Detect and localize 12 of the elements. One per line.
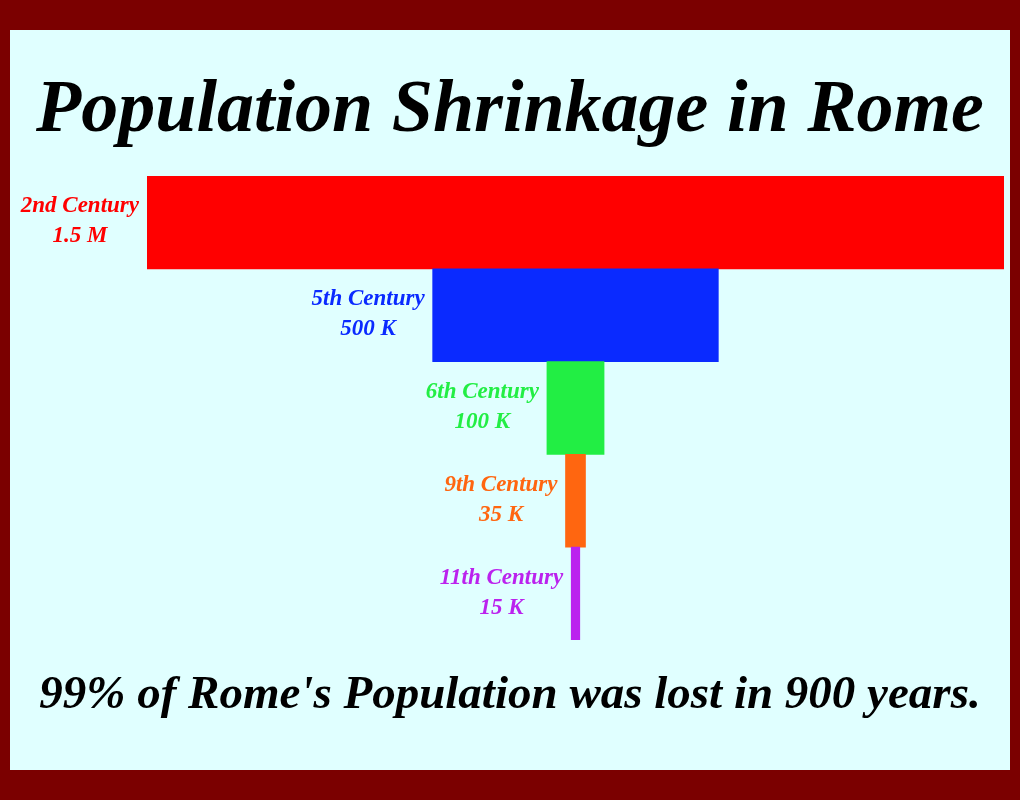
data-label: 100 K: [454, 408, 512, 433]
data-label: 500 K: [340, 315, 398, 341]
data-label: 15 K: [479, 593, 526, 619]
category-label: 9th Century: [444, 470, 559, 496]
text: 99% of Rome's Population was lost in 900 years.: [38, 666, 982, 718]
category-label: 11th Century: [439, 563, 564, 589]
category-label: 6th Century: [425, 378, 540, 403]
category-label: 5th Century: [311, 285, 426, 311]
data-label: 1.5 M: [52, 222, 109, 248]
data-label: 35 K: [477, 500, 525, 526]
category-label: 2nd Century: [19, 192, 140, 218]
text: Population Shrinkage in Rome: [35, 65, 985, 147]
